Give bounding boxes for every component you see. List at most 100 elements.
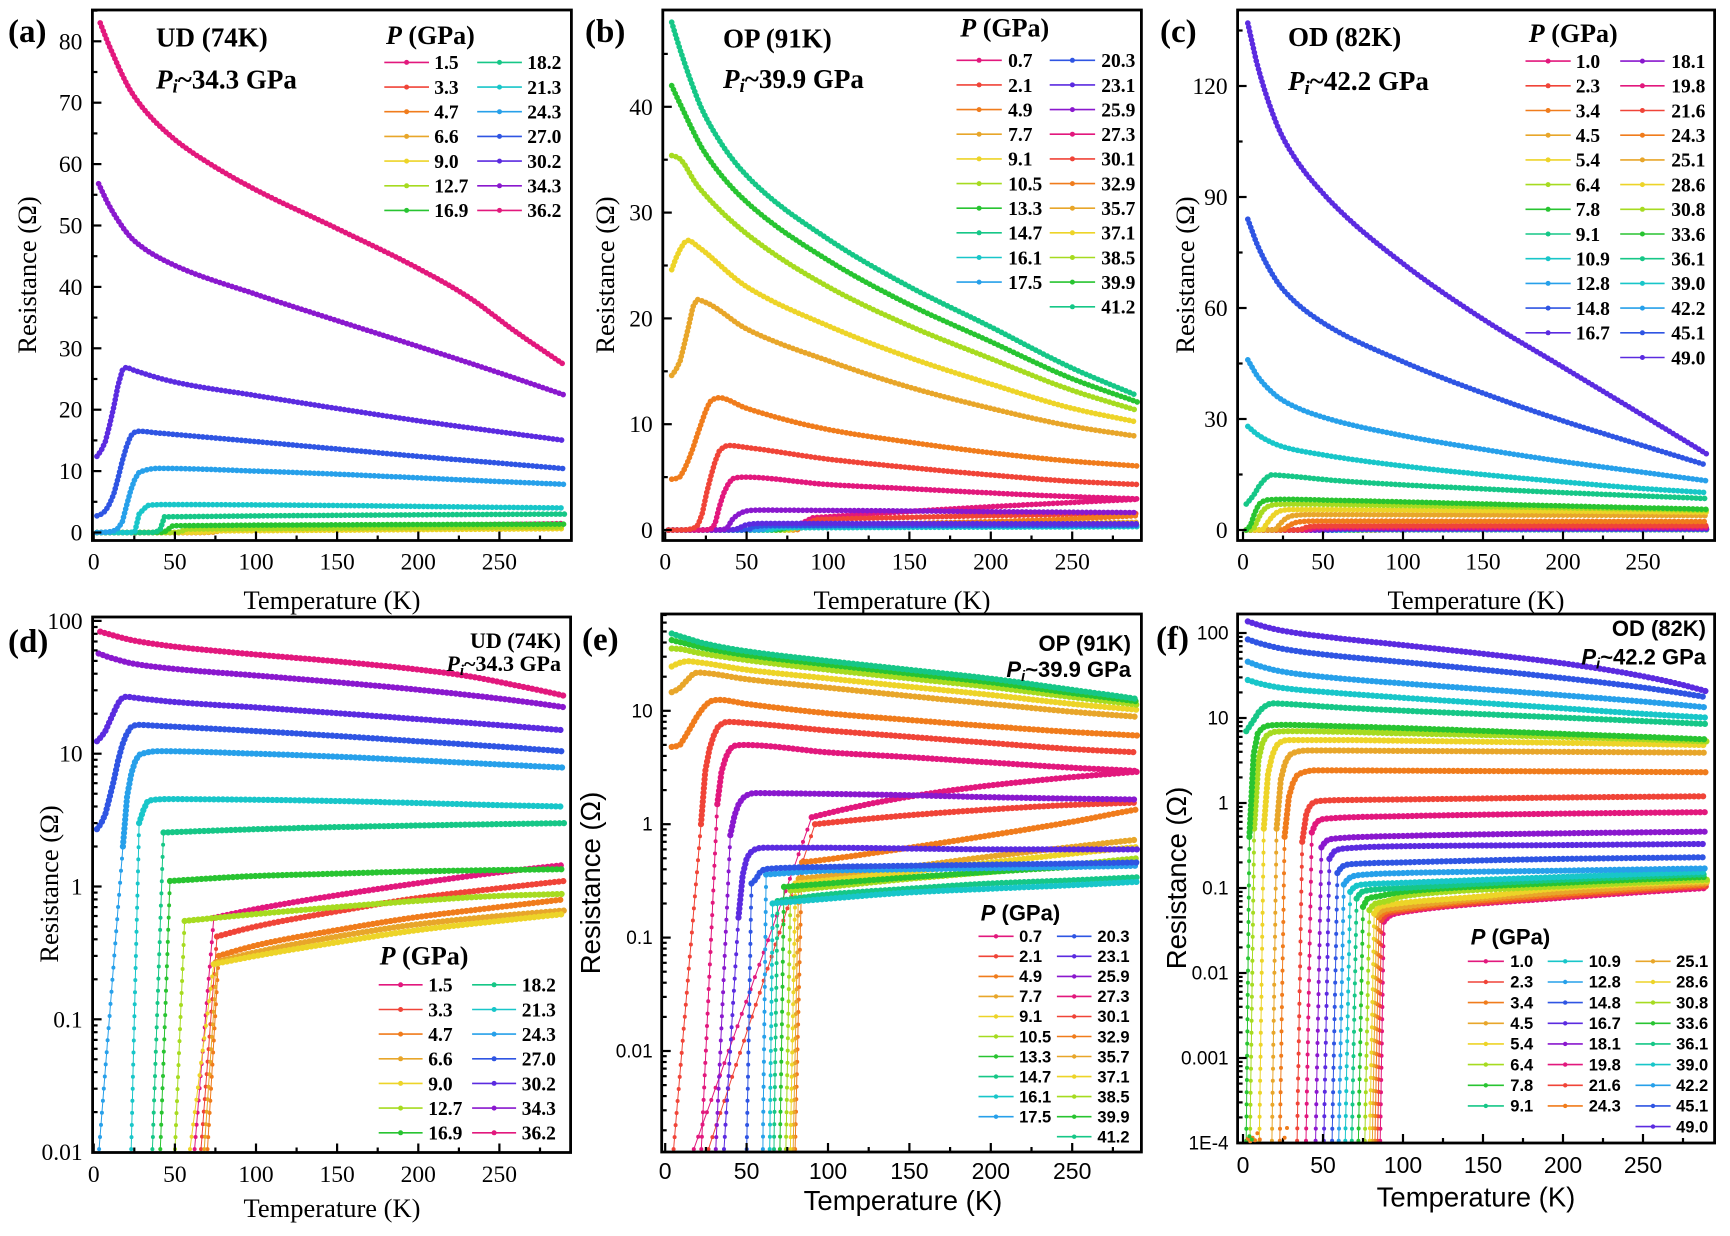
svg-text:2.3: 2.3 [1576, 77, 1601, 98]
svg-text:Resistance (Ω): Resistance (Ω) [34, 805, 64, 962]
svg-text:90: 90 [1204, 185, 1228, 211]
svg-text:70: 70 [59, 91, 83, 117]
svg-text:4.5: 4.5 [1576, 126, 1601, 147]
svg-text:0.001: 0.001 [1181, 1049, 1229, 1070]
svg-text:1.0: 1.0 [1510, 953, 1533, 971]
svg-text:20: 20 [629, 306, 653, 332]
svg-text:150: 150 [1464, 1152, 1502, 1178]
svg-text:1: 1 [1218, 794, 1229, 815]
svg-text:1: 1 [642, 815, 653, 836]
svg-text:0.01: 0.01 [41, 1140, 82, 1166]
svg-text:12.7: 12.7 [428, 1099, 462, 1120]
svg-text:6.6: 6.6 [434, 127, 459, 148]
svg-text:250: 250 [1053, 1158, 1091, 1184]
svg-text:7.8: 7.8 [1576, 200, 1601, 221]
svg-text:49.0: 49.0 [1676, 1118, 1708, 1136]
svg-text:(d): (d) [8, 624, 48, 660]
svg-text:28.6: 28.6 [1676, 974, 1708, 992]
svg-text:0: 0 [71, 521, 83, 547]
svg-text:16.9: 16.9 [434, 201, 468, 222]
svg-text:14.8: 14.8 [1576, 299, 1610, 320]
svg-text:18.2: 18.2 [527, 53, 561, 74]
svg-text:250: 250 [1625, 550, 1660, 576]
svg-text:38.5: 38.5 [1101, 248, 1135, 269]
svg-text:25.9: 25.9 [1101, 100, 1135, 121]
svg-text:35.7: 35.7 [1101, 199, 1135, 220]
svg-text:37.1: 37.1 [1097, 1068, 1129, 1086]
svg-text:24.3: 24.3 [522, 1025, 556, 1046]
svg-text:3.4: 3.4 [1510, 994, 1534, 1012]
svg-text:6.4: 6.4 [1576, 175, 1601, 196]
svg-text:36.2: 36.2 [527, 201, 561, 222]
svg-text:150: 150 [892, 550, 927, 576]
svg-text:21.6: 21.6 [1589, 1077, 1621, 1095]
svg-text:18.2: 18.2 [522, 976, 556, 997]
svg-text:30.2: 30.2 [527, 152, 561, 173]
svg-text:30.1: 30.1 [1097, 1008, 1129, 1026]
svg-text:150: 150 [319, 1162, 354, 1188]
svg-text:10: 10 [59, 742, 83, 768]
svg-text:(c): (c) [1160, 14, 1197, 50]
svg-text:10.5: 10.5 [1019, 1028, 1051, 1046]
svg-text:2.1: 2.1 [1008, 76, 1032, 97]
svg-text:Temperature (K): Temperature (K) [244, 1193, 421, 1223]
svg-text:200: 200 [401, 550, 436, 576]
svg-text:0.7: 0.7 [1019, 928, 1042, 946]
svg-text:5.4: 5.4 [1576, 151, 1601, 172]
svg-text:5.4: 5.4 [1510, 1036, 1534, 1054]
svg-text:16.9: 16.9 [428, 1124, 462, 1145]
svg-text:35.7: 35.7 [1097, 1048, 1129, 1066]
svg-text:16.1: 16.1 [1019, 1088, 1051, 1106]
svg-text:18.1: 18.1 [1671, 52, 1705, 73]
svg-text:Pi~34.3 GPa: Pi~34.3 GPa [155, 65, 297, 98]
svg-text:1.5: 1.5 [434, 53, 459, 74]
svg-text:32.9: 32.9 [1097, 1028, 1129, 1046]
svg-text:16.1: 16.1 [1008, 248, 1042, 269]
svg-text:30.8: 30.8 [1671, 200, 1705, 221]
svg-text:9.1: 9.1 [1576, 225, 1600, 246]
svg-text:Temperature (K): Temperature (K) [1388, 585, 1565, 615]
svg-text:25.9: 25.9 [1097, 968, 1129, 986]
svg-text:41.2: 41.2 [1097, 1129, 1129, 1147]
svg-text:100: 100 [47, 609, 82, 635]
svg-text:40: 40 [629, 95, 653, 121]
svg-text:27.3: 27.3 [1101, 125, 1135, 146]
svg-text:38.5: 38.5 [1097, 1088, 1129, 1106]
svg-text:34.3: 34.3 [527, 177, 561, 198]
svg-text:60: 60 [1204, 296, 1228, 322]
svg-text:1E-4: 1E-4 [1188, 1134, 1229, 1155]
svg-text:0: 0 [88, 550, 100, 576]
svg-text:9.1: 9.1 [1510, 1098, 1533, 1116]
svg-text:150: 150 [1465, 550, 1500, 576]
svg-text:0: 0 [659, 1158, 672, 1184]
svg-text:3.3: 3.3 [428, 1000, 453, 1021]
svg-text:42.2: 42.2 [1676, 1077, 1708, 1095]
svg-text:33.6: 33.6 [1671, 225, 1705, 246]
svg-text:200: 200 [1545, 550, 1580, 576]
svg-text:19.8: 19.8 [1589, 1056, 1621, 1074]
svg-text:30.8: 30.8 [1676, 994, 1708, 1012]
svg-text:250: 250 [482, 1162, 517, 1188]
svg-text:32.9: 32.9 [1101, 174, 1135, 195]
svg-text:200: 200 [973, 550, 1008, 576]
svg-text:Temperature (K): Temperature (K) [814, 585, 991, 615]
svg-text:23.1: 23.1 [1097, 948, 1129, 966]
svg-text:6.6: 6.6 [428, 1050, 453, 1071]
svg-text:1: 1 [71, 875, 83, 901]
svg-text:250: 250 [1624, 1152, 1662, 1178]
svg-text:10: 10 [632, 701, 653, 722]
svg-text:50: 50 [59, 214, 83, 240]
svg-text:49.0: 49.0 [1671, 348, 1705, 369]
svg-text:9.1: 9.1 [1008, 150, 1032, 171]
svg-text:18.1: 18.1 [1589, 1036, 1621, 1054]
svg-text:OD (82K): OD (82K) [1288, 22, 1401, 52]
svg-text:OP (91K): OP (91K) [723, 24, 832, 54]
svg-text:24.3: 24.3 [1671, 126, 1705, 147]
svg-text:3.4: 3.4 [1576, 101, 1601, 122]
svg-text:P (GPa): P (GPa) [379, 942, 469, 971]
svg-text:16.7: 16.7 [1589, 1015, 1621, 1033]
svg-text:Pi~42.2 GPa: Pi~42.2 GPa [1287, 66, 1429, 99]
svg-text:0: 0 [1216, 518, 1228, 544]
svg-text:0.1: 0.1 [53, 1007, 82, 1033]
svg-text:Resistance (Ω): Resistance (Ω) [575, 792, 606, 975]
